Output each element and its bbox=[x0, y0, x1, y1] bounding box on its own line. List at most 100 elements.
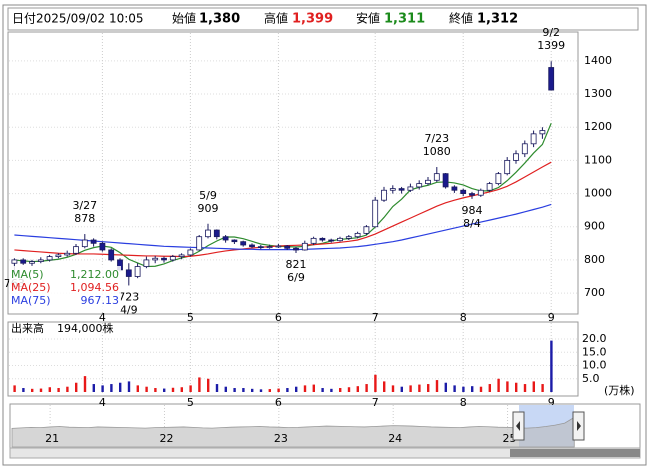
volume-bar bbox=[383, 381, 386, 392]
low: 1,311 bbox=[384, 12, 425, 27]
open: 1,380 bbox=[199, 12, 240, 27]
candle-body bbox=[222, 236, 229, 241]
candle-body bbox=[152, 257, 159, 261]
volume-bar bbox=[479, 386, 483, 392]
volume-bar bbox=[365, 384, 368, 392]
volume-bar bbox=[154, 388, 157, 392]
candle-body bbox=[530, 133, 537, 145]
candle-body bbox=[389, 188, 396, 191]
x-tick-label: 7 bbox=[372, 311, 379, 324]
close: 1,312 bbox=[477, 12, 518, 27]
volume-bar bbox=[119, 382, 122, 392]
candle-body bbox=[20, 259, 27, 264]
scroll-thumb[interactable] bbox=[510, 449, 640, 457]
candle-body bbox=[178, 254, 185, 257]
candle-body bbox=[240, 241, 247, 246]
candle-body bbox=[477, 189, 484, 196]
volume-bar bbox=[532, 381, 535, 392]
annotation-value: 984 bbox=[462, 204, 483, 217]
low-label: 安値 bbox=[356, 11, 380, 26]
annotation-date: 6/9 bbox=[287, 271, 305, 284]
volume-bar bbox=[268, 389, 271, 392]
y-tick-label: 700 bbox=[584, 286, 605, 299]
volume-bar bbox=[92, 384, 95, 392]
candle-body bbox=[266, 246, 273, 249]
volume-bar bbox=[277, 388, 280, 392]
volume-bar bbox=[347, 387, 351, 392]
volume-bar bbox=[57, 388, 60, 392]
date: 2025/09/02 10:05 bbox=[36, 12, 144, 26]
candle-body bbox=[11, 259, 18, 264]
legend-value: 1,094.56 bbox=[70, 281, 119, 294]
high: 1,399 bbox=[292, 12, 333, 27]
x-tick-label: 4 bbox=[99, 311, 106, 324]
candle-body bbox=[161, 257, 167, 261]
candle-body bbox=[99, 242, 106, 251]
annotation-date: 8/4 bbox=[463, 217, 481, 230]
annotation-value: 723 bbox=[118, 290, 139, 303]
annotation-value: 1399 bbox=[537, 39, 565, 52]
legend-label: MA(5) bbox=[11, 268, 44, 281]
volume-bar bbox=[312, 384, 315, 392]
candle-body bbox=[469, 193, 475, 196]
volume-bar bbox=[233, 388, 236, 392]
x-tick-label: 7 bbox=[372, 396, 379, 409]
candle-body bbox=[284, 245, 291, 249]
volume-bar bbox=[259, 389, 263, 392]
volume-bar bbox=[444, 382, 447, 392]
annotation-date: 7/23 bbox=[424, 132, 449, 145]
volume-unit: (万株) bbox=[604, 383, 635, 397]
volume-bar bbox=[303, 385, 307, 392]
volume-panel bbox=[7, 321, 579, 397]
volume-bar bbox=[506, 381, 509, 392]
legend-label: MA(25) bbox=[11, 281, 51, 294]
x-tick-label: 9 bbox=[548, 396, 555, 409]
candle-body bbox=[257, 246, 264, 249]
candle-body bbox=[407, 186, 414, 191]
candle-body bbox=[504, 159, 511, 175]
candle-body bbox=[187, 249, 194, 256]
candle-body bbox=[81, 239, 88, 248]
navigator-label: 23 bbox=[274, 432, 288, 445]
volume-bar bbox=[207, 378, 210, 392]
candle-body bbox=[293, 247, 299, 251]
x-tick-label: 5 bbox=[187, 311, 194, 324]
y-tick-label: 1100 bbox=[584, 153, 612, 166]
volume-bar bbox=[550, 340, 553, 392]
candle-body bbox=[460, 189, 467, 194]
volume-last: 194,000株 bbox=[57, 321, 114, 335]
volume-bar bbox=[374, 374, 377, 392]
navigator-label: 22 bbox=[159, 432, 173, 445]
volume-bar bbox=[110, 384, 113, 392]
volume-bar bbox=[31, 388, 34, 392]
y-tick-label: 1400 bbox=[584, 54, 612, 67]
x-tick-label: 9 bbox=[548, 311, 555, 324]
volume-bar bbox=[251, 388, 254, 392]
volume-bar bbox=[171, 387, 175, 392]
candle-body bbox=[442, 173, 449, 188]
y-tick-label: 15.0 bbox=[582, 345, 607, 358]
candle-body bbox=[486, 183, 493, 191]
volume-bar bbox=[356, 386, 359, 392]
volume-bar bbox=[462, 386, 465, 392]
volume-bar bbox=[48, 387, 51, 392]
volume-bar bbox=[391, 385, 395, 392]
volume-bar bbox=[409, 385, 412, 392]
volume-bar bbox=[127, 381, 131, 392]
candle-body bbox=[345, 236, 352, 239]
volume-bar bbox=[453, 385, 456, 392]
candle-body bbox=[433, 173, 440, 181]
candle-body bbox=[213, 229, 220, 238]
volume-bar bbox=[83, 376, 87, 392]
candle-body bbox=[416, 183, 423, 188]
candle-body bbox=[310, 237, 317, 244]
ma-line bbox=[14, 161, 552, 258]
volume-bar bbox=[488, 384, 491, 392]
x-tick-label: 8 bbox=[460, 396, 467, 409]
candle-body bbox=[125, 269, 132, 277]
x-tick-label: 5 bbox=[187, 396, 194, 409]
annotation-date: 9/2 bbox=[542, 26, 560, 39]
candle-body bbox=[425, 179, 431, 185]
high-label: 高値 bbox=[264, 11, 288, 26]
legend-value: 1,212.00 bbox=[70, 268, 119, 281]
